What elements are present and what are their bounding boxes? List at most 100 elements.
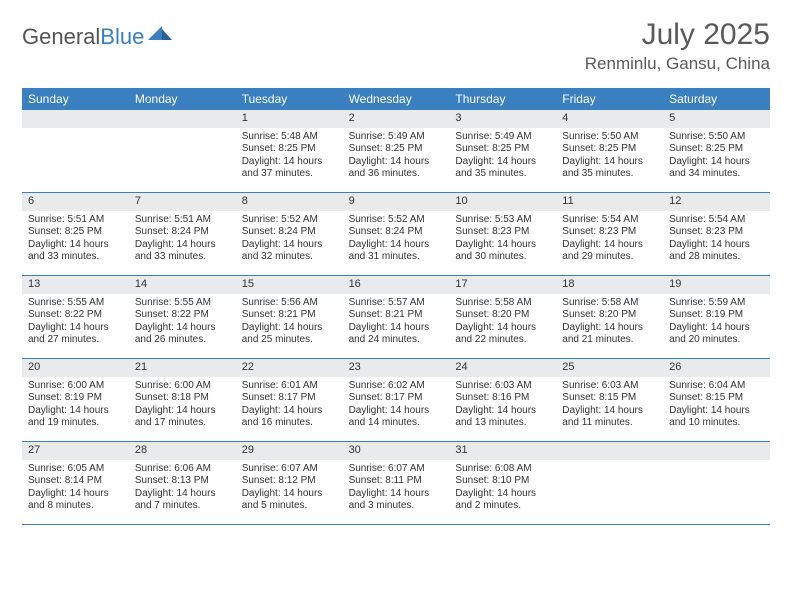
- day-cell: 18Sunrise: 5:58 AMSunset: 8:20 PMDayligh…: [556, 276, 663, 358]
- day-cell: 13Sunrise: 5:55 AMSunset: 8:22 PMDayligh…: [22, 276, 129, 358]
- day-body: Sunrise: 5:51 AMSunset: 8:25 PMDaylight:…: [22, 211, 129, 270]
- sunset-text: Sunset: 8:16 PM: [455, 392, 550, 405]
- sunrise-text: Sunrise: 5:55 AM: [28, 297, 123, 310]
- day-number: 14: [129, 276, 236, 294]
- day-number: 9: [343, 193, 450, 211]
- sunset-text: Sunset: 8:23 PM: [562, 226, 657, 239]
- sunrise-text: Sunrise: 5:51 AM: [28, 214, 123, 227]
- sunset-text: Sunset: 8:14 PM: [28, 475, 123, 488]
- day-number: 2: [343, 110, 450, 128]
- sunset-text: Sunset: 8:19 PM: [669, 309, 764, 322]
- day-cell: [22, 110, 129, 192]
- day-body: Sunrise: 5:53 AMSunset: 8:23 PMDaylight:…: [449, 211, 556, 270]
- sunrise-text: Sunrise: 6:08 AM: [455, 463, 550, 476]
- day-cell: 22Sunrise: 6:01 AMSunset: 8:17 PMDayligh…: [236, 359, 343, 441]
- day-cell: 15Sunrise: 5:56 AMSunset: 8:21 PMDayligh…: [236, 276, 343, 358]
- dow-thursday: Thursday: [449, 88, 556, 110]
- sunrise-text: Sunrise: 6:04 AM: [669, 380, 764, 393]
- sunrise-text: Sunrise: 6:06 AM: [135, 463, 230, 476]
- sunrise-text: Sunrise: 5:48 AM: [242, 131, 337, 144]
- day-cell: 24Sunrise: 6:03 AMSunset: 8:16 PMDayligh…: [449, 359, 556, 441]
- daylight-line1: Daylight: 14 hours: [349, 488, 444, 501]
- daylight-line2: and 33 minutes.: [135, 251, 230, 264]
- day-number: 8: [236, 193, 343, 211]
- weeks-container: 1Sunrise: 5:48 AMSunset: 8:25 PMDaylight…: [22, 110, 770, 525]
- day-number: [556, 442, 663, 460]
- daylight-line1: Daylight: 14 hours: [242, 405, 337, 418]
- brand-part2: Blue: [100, 24, 144, 50]
- day-cell: 19Sunrise: 5:59 AMSunset: 8:19 PMDayligh…: [663, 276, 770, 358]
- sunset-text: Sunset: 8:23 PM: [669, 226, 764, 239]
- day-cell: 16Sunrise: 5:57 AMSunset: 8:21 PMDayligh…: [343, 276, 450, 358]
- day-cell: 20Sunrise: 6:00 AMSunset: 8:19 PMDayligh…: [22, 359, 129, 441]
- calendar-page: GeneralBlue July 2025 Renminlu, Gansu, C…: [0, 0, 792, 547]
- month-title: July 2025: [585, 18, 770, 52]
- sunrise-text: Sunrise: 6:05 AM: [28, 463, 123, 476]
- day-body: Sunrise: 5:54 AMSunset: 8:23 PMDaylight:…: [663, 211, 770, 270]
- sunset-text: Sunset: 8:12 PM: [242, 475, 337, 488]
- day-cell: 23Sunrise: 6:02 AMSunset: 8:17 PMDayligh…: [343, 359, 450, 441]
- day-body: Sunrise: 6:03 AMSunset: 8:16 PMDaylight:…: [449, 377, 556, 436]
- daylight-line1: Daylight: 14 hours: [242, 322, 337, 335]
- day-body: Sunrise: 6:05 AMSunset: 8:14 PMDaylight:…: [22, 460, 129, 519]
- dow-saturday: Saturday: [663, 88, 770, 110]
- day-body: Sunrise: 5:54 AMSunset: 8:23 PMDaylight:…: [556, 211, 663, 270]
- day-cell: 30Sunrise: 6:07 AMSunset: 8:11 PMDayligh…: [343, 442, 450, 524]
- day-body: [556, 460, 663, 469]
- day-cell: 6Sunrise: 5:51 AMSunset: 8:25 PMDaylight…: [22, 193, 129, 275]
- daylight-line2: and 10 minutes.: [669, 417, 764, 430]
- day-number: 7: [129, 193, 236, 211]
- week-row: 27Sunrise: 6:05 AMSunset: 8:14 PMDayligh…: [22, 442, 770, 525]
- week-row: 1Sunrise: 5:48 AMSunset: 8:25 PMDaylight…: [22, 110, 770, 193]
- daylight-line1: Daylight: 14 hours: [135, 405, 230, 418]
- day-body: Sunrise: 5:59 AMSunset: 8:19 PMDaylight:…: [663, 294, 770, 353]
- daylight-line1: Daylight: 14 hours: [669, 156, 764, 169]
- location: Renminlu, Gansu, China: [585, 54, 770, 74]
- dow-friday: Friday: [556, 88, 663, 110]
- day-body: Sunrise: 5:50 AMSunset: 8:25 PMDaylight:…: [556, 128, 663, 187]
- daylight-line1: Daylight: 14 hours: [455, 488, 550, 501]
- daylight-line2: and 33 minutes.: [28, 251, 123, 264]
- sunrise-text: Sunrise: 5:56 AM: [242, 297, 337, 310]
- week-row: 20Sunrise: 6:00 AMSunset: 8:19 PMDayligh…: [22, 359, 770, 442]
- day-body: Sunrise: 5:52 AMSunset: 8:24 PMDaylight:…: [236, 211, 343, 270]
- daylight-line2: and 17 minutes.: [135, 417, 230, 430]
- day-cell: 1Sunrise: 5:48 AMSunset: 8:25 PMDaylight…: [236, 110, 343, 192]
- daylight-line1: Daylight: 14 hours: [135, 239, 230, 252]
- sunrise-text: Sunrise: 5:55 AM: [135, 297, 230, 310]
- dow-header-row: Sunday Monday Tuesday Wednesday Thursday…: [22, 88, 770, 110]
- day-number: 22: [236, 359, 343, 377]
- daylight-line2: and 19 minutes.: [28, 417, 123, 430]
- sunrise-text: Sunrise: 6:07 AM: [242, 463, 337, 476]
- daylight-line1: Daylight: 14 hours: [455, 239, 550, 252]
- daylight-line1: Daylight: 14 hours: [242, 488, 337, 501]
- day-body: Sunrise: 5:49 AMSunset: 8:25 PMDaylight:…: [449, 128, 556, 187]
- daylight-line1: Daylight: 14 hours: [135, 488, 230, 501]
- sunrise-text: Sunrise: 6:03 AM: [455, 380, 550, 393]
- daylight-line1: Daylight: 14 hours: [562, 239, 657, 252]
- daylight-line1: Daylight: 14 hours: [669, 322, 764, 335]
- sunrise-text: Sunrise: 6:02 AM: [349, 380, 444, 393]
- sunrise-text: Sunrise: 6:07 AM: [349, 463, 444, 476]
- day-cell: 28Sunrise: 6:06 AMSunset: 8:13 PMDayligh…: [129, 442, 236, 524]
- sunset-text: Sunset: 8:17 PM: [349, 392, 444, 405]
- daylight-line2: and 5 minutes.: [242, 500, 337, 513]
- sunset-text: Sunset: 8:22 PM: [28, 309, 123, 322]
- sunrise-text: Sunrise: 5:49 AM: [455, 131, 550, 144]
- day-body: Sunrise: 6:03 AMSunset: 8:15 PMDaylight:…: [556, 377, 663, 436]
- sunset-text: Sunset: 8:19 PM: [28, 392, 123, 405]
- sunrise-text: Sunrise: 6:00 AM: [28, 380, 123, 393]
- day-cell: 17Sunrise: 5:58 AMSunset: 8:20 PMDayligh…: [449, 276, 556, 358]
- day-body: [129, 128, 236, 137]
- sunset-text: Sunset: 8:21 PM: [242, 309, 337, 322]
- day-number: 17: [449, 276, 556, 294]
- day-cell: 26Sunrise: 6:04 AMSunset: 8:15 PMDayligh…: [663, 359, 770, 441]
- day-body: Sunrise: 6:07 AMSunset: 8:11 PMDaylight:…: [343, 460, 450, 519]
- daylight-line2: and 28 minutes.: [669, 251, 764, 264]
- daylight-line1: Daylight: 14 hours: [349, 156, 444, 169]
- title-block: July 2025 Renminlu, Gansu, China: [585, 18, 770, 74]
- daylight-line2: and 21 minutes.: [562, 334, 657, 347]
- sunrise-text: Sunrise: 6:00 AM: [135, 380, 230, 393]
- daylight-line2: and 31 minutes.: [349, 251, 444, 264]
- dow-tuesday: Tuesday: [236, 88, 343, 110]
